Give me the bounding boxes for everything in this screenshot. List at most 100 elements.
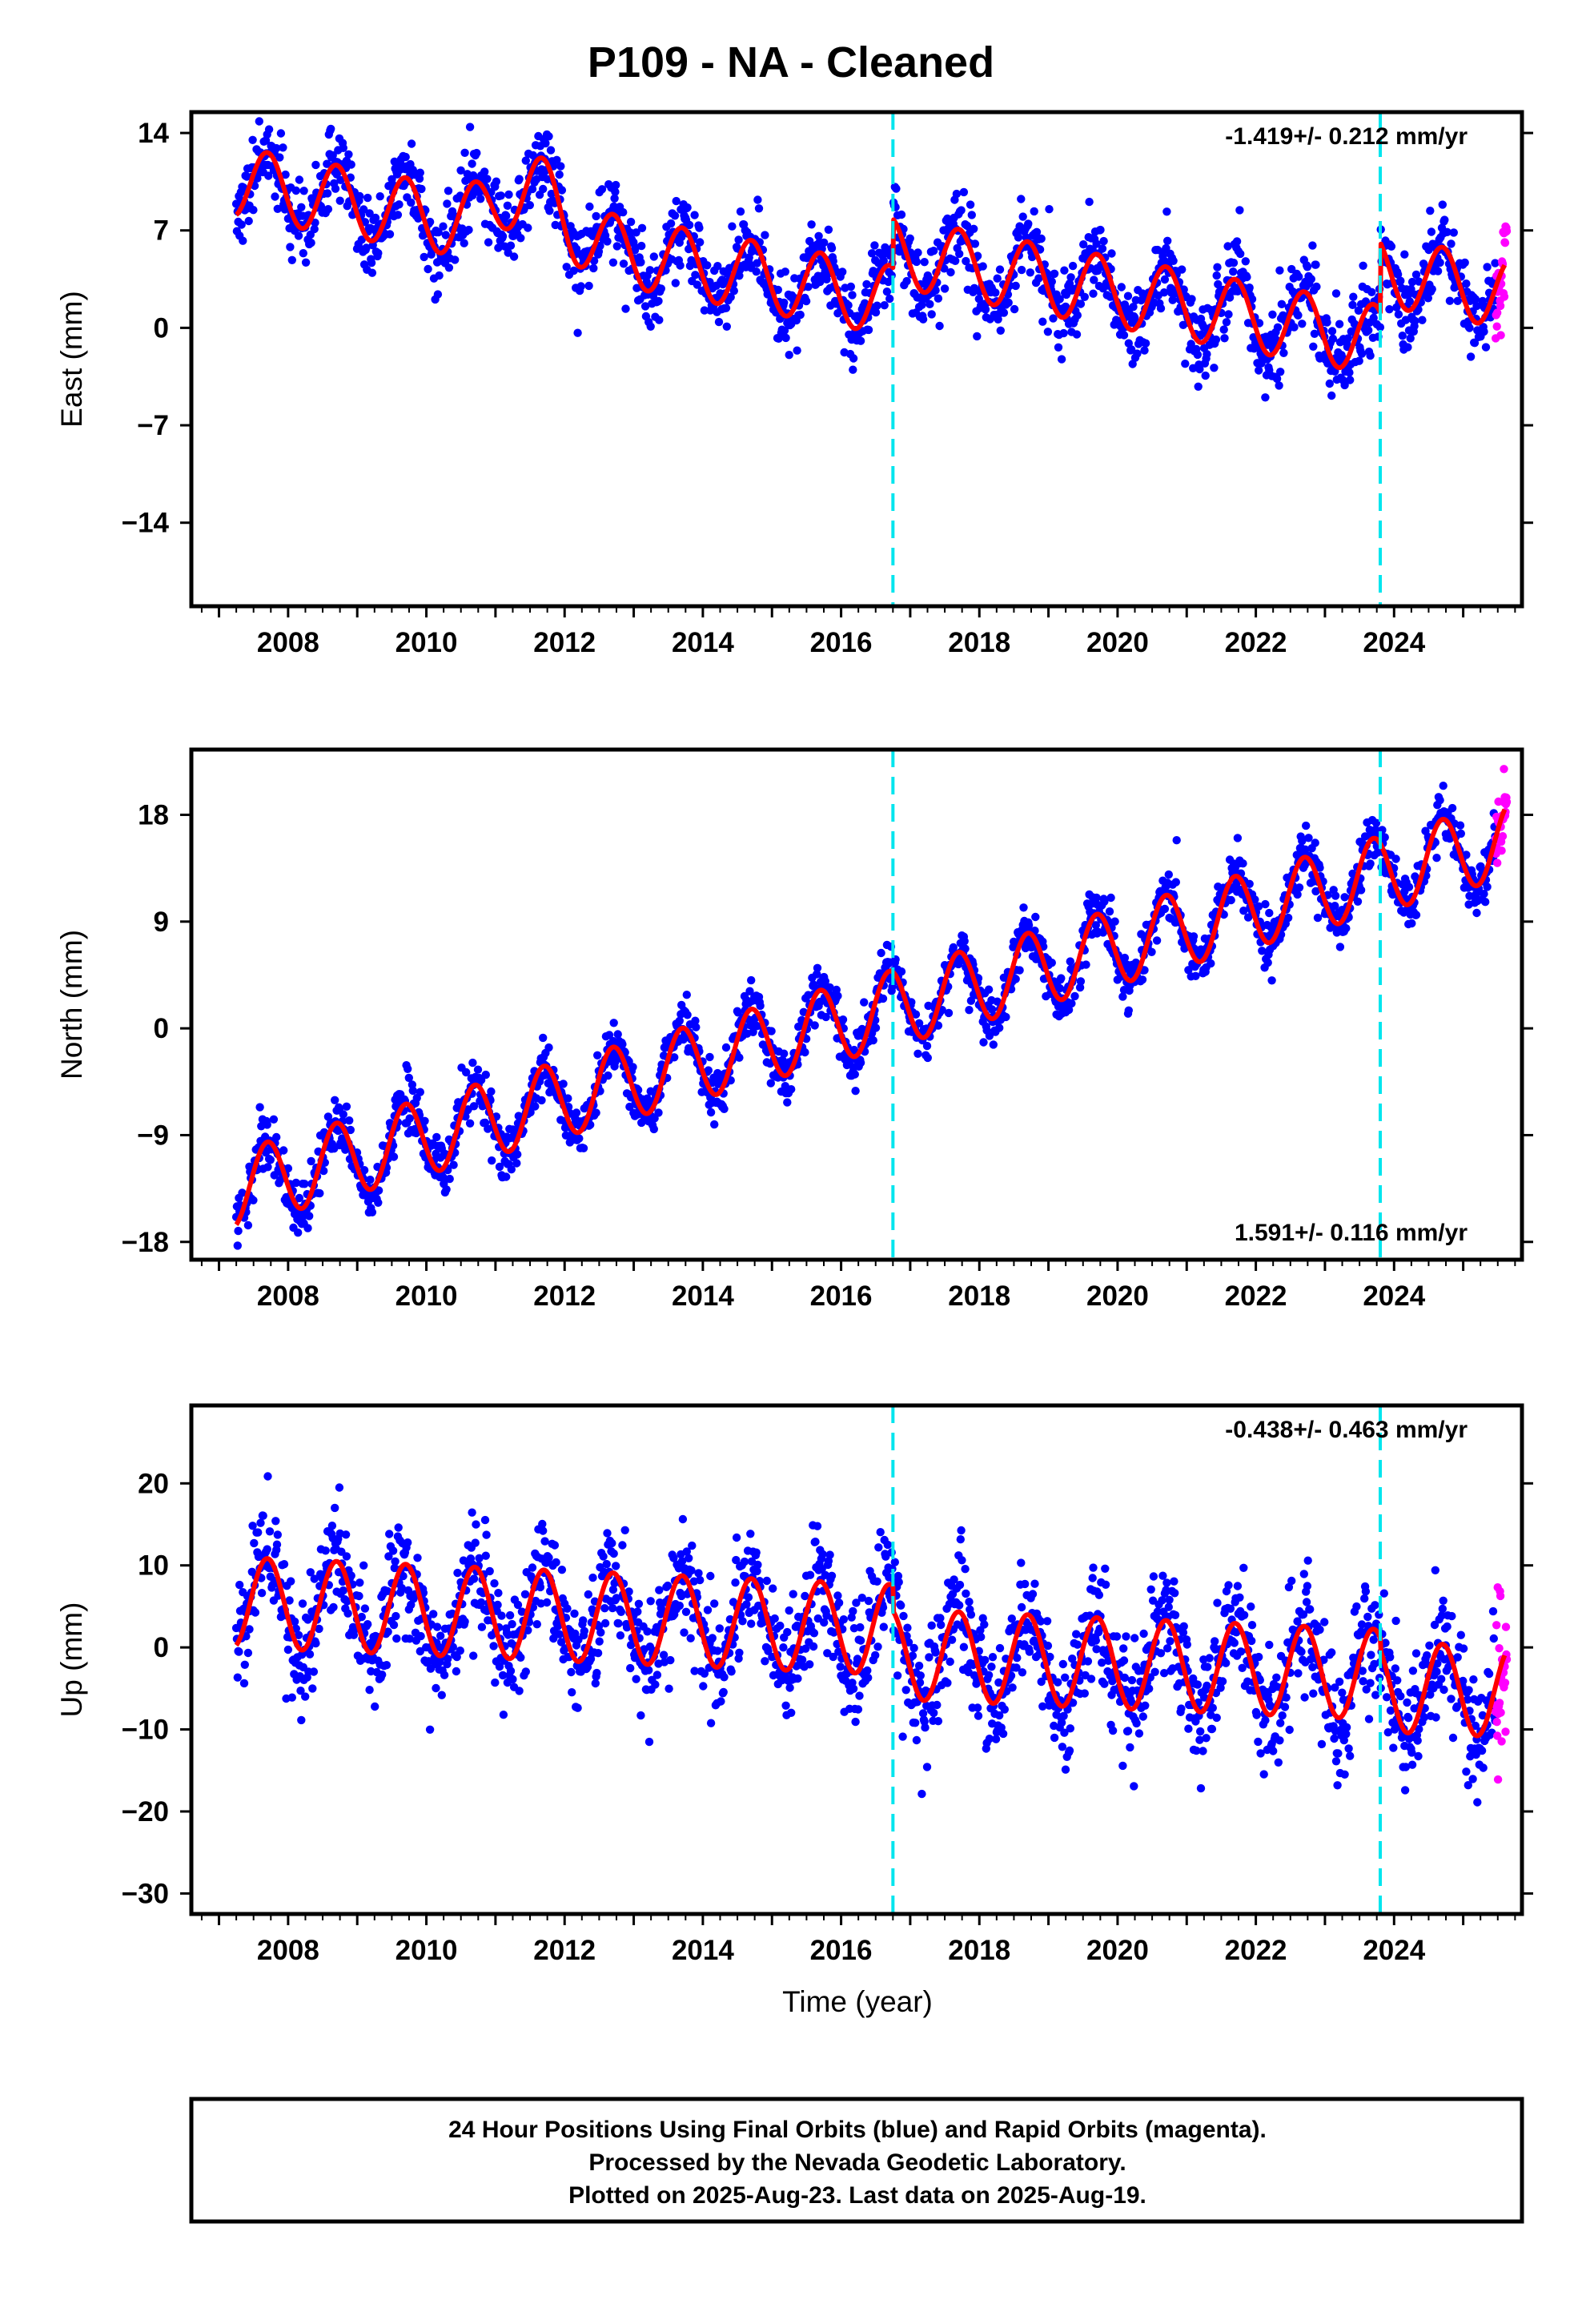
final-orbit-point xyxy=(619,207,628,217)
final-orbit-point xyxy=(1045,205,1054,214)
final-orbit-point xyxy=(1394,310,1403,319)
final-orbit-point xyxy=(539,1526,548,1535)
final-orbit-point xyxy=(1172,836,1181,845)
final-orbit-point xyxy=(465,1119,475,1128)
final-orbit-point xyxy=(392,1634,401,1643)
final-orbit-point xyxy=(1433,267,1443,275)
final-orbit-point xyxy=(688,1541,697,1550)
x-tick-label: 2010 xyxy=(396,1281,458,1312)
final-orbit-point xyxy=(555,1630,564,1638)
final-orbit-point xyxy=(996,326,1006,335)
final-orbit-point xyxy=(1117,283,1126,292)
final-orbit-point xyxy=(315,1188,324,1198)
final-orbit-point xyxy=(1212,271,1221,280)
rapid-orbit-point xyxy=(1496,331,1505,340)
final-orbit-point xyxy=(412,1128,421,1138)
final-orbit-point xyxy=(844,301,853,310)
final-orbit-point xyxy=(1449,228,1459,237)
final-orbit-point xyxy=(1241,257,1251,266)
final-orbit-point xyxy=(416,1088,424,1096)
final-orbit-point xyxy=(1229,267,1238,276)
final-orbit-point xyxy=(644,1666,653,1675)
final-orbit-point xyxy=(761,1657,769,1666)
final-orbit-point xyxy=(477,1622,487,1631)
final-orbit-point xyxy=(336,175,345,184)
final-orbit-point xyxy=(504,248,512,257)
final-orbit-point xyxy=(596,241,604,251)
final-orbit-point xyxy=(570,1609,579,1618)
x-tick-label: 2020 xyxy=(1086,627,1149,658)
final-orbit-point xyxy=(851,1087,860,1096)
final-orbit-point xyxy=(703,261,712,270)
final-orbit-point xyxy=(672,196,681,206)
final-orbit-point xyxy=(301,258,311,267)
final-orbit-point xyxy=(391,1557,400,1566)
final-orbit-point xyxy=(1089,289,1098,298)
final-orbit-point xyxy=(780,298,789,308)
x-tick-label: 2016 xyxy=(810,1281,873,1312)
final-orbit-point xyxy=(1066,273,1075,282)
y-tick-label: 18 xyxy=(138,799,169,830)
final-orbit-point xyxy=(946,267,955,277)
final-orbit-point xyxy=(1465,324,1474,332)
final-orbit-point xyxy=(1255,366,1263,375)
final-orbit-point xyxy=(286,243,295,251)
final-orbit-point xyxy=(626,217,636,227)
final-orbit-point xyxy=(1032,227,1042,236)
final-orbit-point xyxy=(1067,999,1076,1008)
final-orbit-point xyxy=(408,1086,417,1096)
final-orbit-point xyxy=(897,210,906,219)
final-orbit-point xyxy=(367,259,376,267)
final-orbit-point xyxy=(499,1711,508,1719)
final-orbit-point xyxy=(610,194,619,203)
final-orbit-point xyxy=(1405,297,1415,306)
final-orbit-point xyxy=(563,1604,572,1613)
final-orbit-point xyxy=(1019,903,1028,912)
final-orbit-point xyxy=(1353,897,1363,907)
final-orbit-point xyxy=(452,1667,461,1676)
final-orbit-point xyxy=(849,354,858,363)
final-orbit-point xyxy=(722,322,731,331)
final-orbit-point xyxy=(1311,838,1319,847)
final-orbit-point xyxy=(833,991,842,1000)
final-orbit-point xyxy=(439,222,448,231)
final-orbit-point xyxy=(335,1483,344,1492)
final-orbit-point xyxy=(311,160,320,170)
final-orbit-point xyxy=(395,200,404,209)
final-orbit-point xyxy=(546,146,556,155)
final-orbit-point xyxy=(1214,279,1223,289)
final-orbit-point xyxy=(362,243,371,252)
final-orbit-point xyxy=(489,1642,498,1651)
final-orbit-point xyxy=(978,262,987,271)
final-orbit-point xyxy=(436,1631,445,1640)
final-orbit-point xyxy=(715,1624,724,1633)
final-orbit-point xyxy=(993,274,1002,283)
final-orbit-point xyxy=(255,117,263,126)
final-orbit-point xyxy=(485,1566,494,1576)
plot-area xyxy=(231,1472,1512,1807)
final-orbit-point xyxy=(1239,859,1247,868)
final-orbit-point xyxy=(234,1226,243,1236)
final-orbit-point xyxy=(555,170,564,179)
final-orbit-point xyxy=(970,239,980,248)
final-orbit-point xyxy=(747,975,756,985)
final-orbit-point xyxy=(731,1578,740,1587)
final-orbit-point xyxy=(780,1049,789,1058)
final-orbit-point xyxy=(935,321,944,331)
final-orbit-point xyxy=(632,228,640,237)
final-orbit-point xyxy=(671,279,680,287)
final-orbit-point xyxy=(613,1030,622,1039)
rapid-orbit-point xyxy=(1498,832,1508,841)
final-orbit-point xyxy=(1267,976,1276,985)
final-orbit-point xyxy=(512,1159,521,1168)
final-orbit-point xyxy=(1391,854,1400,863)
final-orbit-point xyxy=(1068,261,1078,271)
final-orbit-point xyxy=(675,1016,684,1026)
final-orbit-point xyxy=(1222,318,1231,327)
plot-frame xyxy=(189,110,1524,609)
final-orbit-point xyxy=(544,132,553,141)
final-orbit-point xyxy=(490,1579,499,1588)
final-orbit-point xyxy=(665,1684,673,1693)
final-orbit-point xyxy=(944,1008,954,1018)
final-orbit-point xyxy=(542,1598,552,1607)
